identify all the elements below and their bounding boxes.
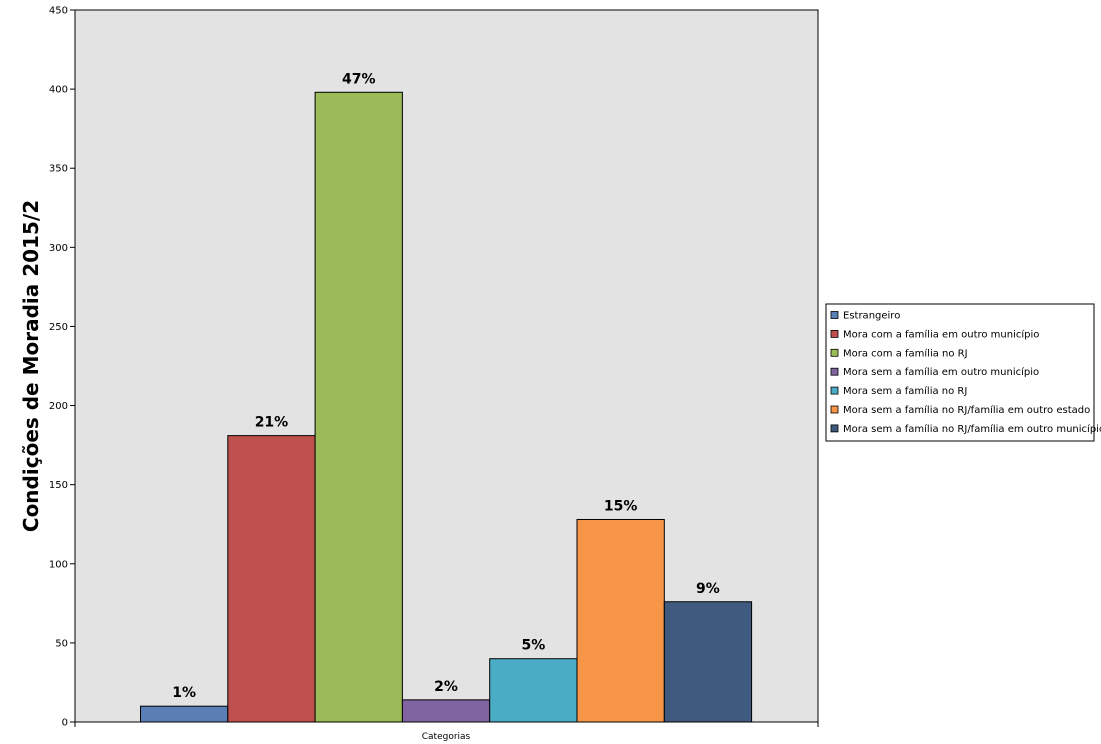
legend-entry: Mora com a família no RJ bbox=[843, 347, 968, 359]
legend-entry: Mora sem a família no RJ/família em outr… bbox=[843, 404, 1090, 416]
y-tick-label: 100 bbox=[49, 559, 68, 570]
legend-swatch bbox=[830, 424, 839, 433]
legend-swatch bbox=[830, 311, 839, 319]
y-tick-label: 450 bbox=[49, 6, 68, 17]
legend-entry: Estrangeiro bbox=[843, 311, 900, 322]
bar bbox=[663, 601, 753, 723]
y-tick-label: 250 bbox=[49, 322, 68, 333]
data-label: 2% bbox=[434, 679, 458, 695]
data-label: 5% bbox=[521, 638, 545, 654]
y-tick-label: 0 bbox=[62, 718, 68, 729]
legend-swatch bbox=[830, 405, 839, 414]
legend: Estrangeiro Mora com a família em outro m… bbox=[825, 303, 1101, 442]
bar bbox=[140, 705, 229, 723]
y-tick-label: 200 bbox=[49, 401, 68, 412]
legend-swatch bbox=[830, 329, 839, 338]
legend-swatch bbox=[830, 367, 839, 376]
y-tick-label: 150 bbox=[49, 480, 68, 491]
legend-swatch bbox=[830, 348, 839, 357]
data-label: 1% bbox=[172, 685, 196, 701]
bars: 1% 21% 47% 2% 5% 15% 9% bbox=[140, 71, 753, 723]
y-axis: 0 50 100 150 200 250 300 350 400 450 bbox=[49, 6, 819, 729]
legend-entry: Mora sem a família no RJ bbox=[843, 385, 967, 397]
bar bbox=[227, 435, 316, 723]
data-label: 15% bbox=[604, 498, 638, 514]
legend-entry: Mora sem a família no RJ/família em outr… bbox=[843, 423, 1101, 435]
bar bbox=[576, 518, 665, 723]
data-label: 9% bbox=[696, 581, 720, 597]
bar bbox=[314, 91, 403, 723]
data-label: 21% bbox=[255, 415, 289, 431]
y-tick-label: 350 bbox=[49, 164, 68, 175]
legend-entry: Mora com a família em outro município bbox=[843, 328, 1039, 340]
y-tick-label: 400 bbox=[49, 85, 68, 96]
y-tick-label: 50 bbox=[55, 638, 68, 649]
x-axis-label: Categorias bbox=[422, 732, 471, 742]
y-axis-label: Condições de Moradia 2015/2 bbox=[19, 200, 43, 532]
data-label: 47% bbox=[342, 71, 376, 87]
legend-entry: Mora sem a família em outro município bbox=[843, 366, 1039, 378]
legend-swatch bbox=[830, 386, 839, 395]
bar bbox=[401, 699, 491, 723]
bar bbox=[489, 658, 578, 723]
y-tick-label: 300 bbox=[49, 243, 68, 254]
